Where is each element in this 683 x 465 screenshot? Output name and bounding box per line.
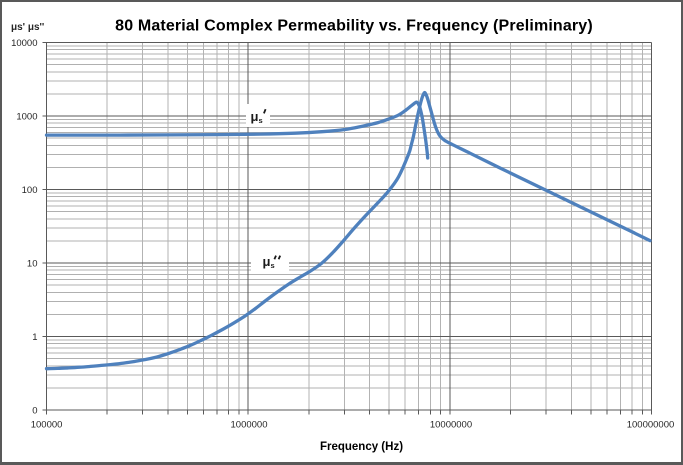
svg-text:1000: 1000 [16,111,37,122]
svg-text:10000: 10000 [11,38,37,49]
svg-text:1: 1 [32,332,37,343]
svg-text:10000000: 10000000 [430,420,472,431]
svg-text:100000000: 100000000 [627,420,675,431]
svg-text:10: 10 [27,258,38,269]
svg-text:80 Material Complex Permeabili: 80 Material Complex Permeability vs. Fre… [115,18,593,35]
svg-text:μs' μs'': μs' μs'' [11,22,44,33]
svg-text:100: 100 [22,185,38,196]
svg-text:Frequency (Hz): Frequency (Hz) [320,441,403,453]
svg-text:100000: 100000 [31,420,63,431]
svg-text:0: 0 [32,405,37,416]
svg-text:1000000: 1000000 [231,420,268,431]
